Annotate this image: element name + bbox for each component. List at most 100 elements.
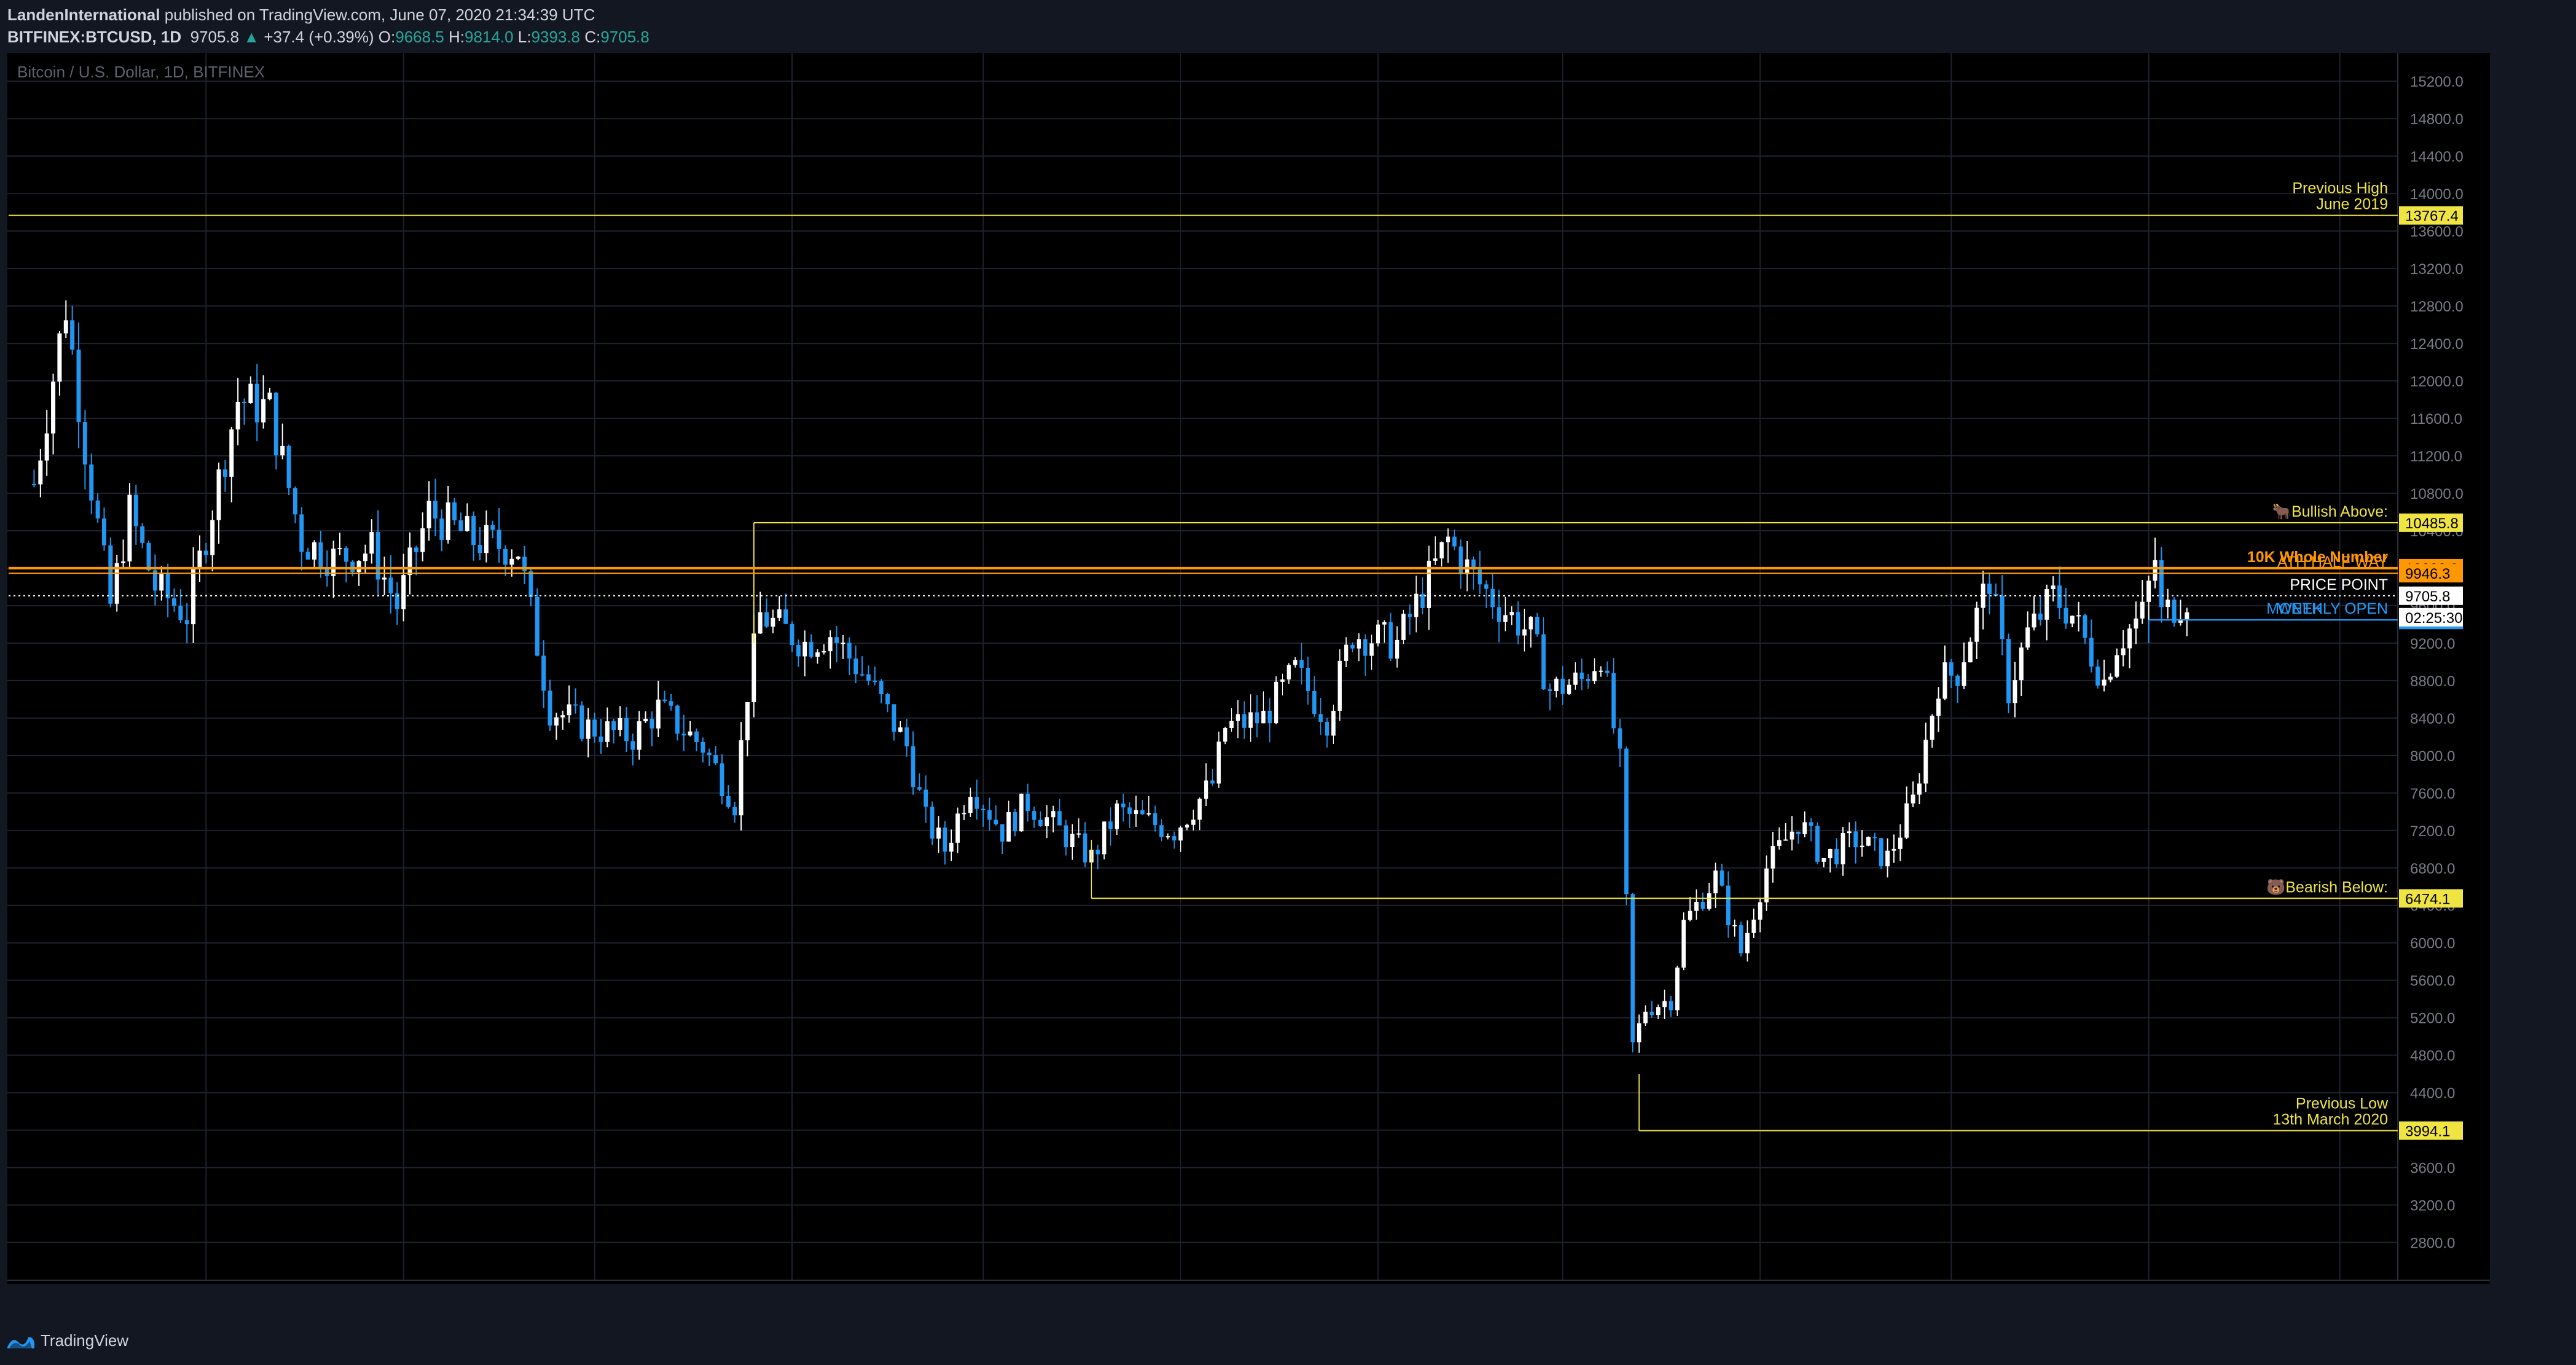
candle [803, 630, 807, 677]
candle [1465, 541, 1470, 592]
candle [2012, 662, 2017, 718]
candle [1197, 797, 1202, 831]
candle-body [1611, 673, 1616, 729]
published-text: published on TradingView.com, June 07, 2… [164, 6, 595, 24]
candle-body [1344, 644, 1349, 661]
candle-body [471, 516, 476, 546]
symbol-label[interactable]: BITFINEX:BTCUSD, 1D [7, 28, 182, 46]
candle [822, 644, 827, 655]
candle [1649, 1001, 1654, 1018]
candle [1866, 836, 1871, 847]
candle-body [363, 553, 367, 561]
candle-body [854, 658, 858, 675]
candle-body [1987, 584, 1992, 595]
candle [2159, 547, 2164, 623]
candle [1719, 864, 1724, 887]
candle-body [707, 753, 712, 756]
price-tick-label: 14400.0 [2410, 149, 2464, 165]
candle-body [426, 501, 431, 529]
candle [140, 523, 145, 549]
tradingview-brand[interactable]: TradingView [6, 1328, 128, 1353]
candle-body [1248, 712, 1253, 728]
candle-body [1802, 822, 1807, 834]
candle-body [1095, 850, 1100, 855]
price-tick-label: 4800.0 [2410, 1048, 2455, 1065]
candle-body [2140, 601, 2145, 619]
candle-body [1350, 644, 1355, 649]
candle [2089, 619, 2094, 673]
candle-body [1414, 593, 1419, 617]
level-label: Previous Low [2296, 1095, 2389, 1112]
candle-body [1853, 831, 1858, 848]
candle [573, 688, 578, 714]
candle-body [1528, 617, 1533, 630]
candle [1344, 637, 1349, 667]
level-label: Previous High [2292, 180, 2388, 197]
candle [484, 510, 489, 563]
candle-body [1261, 710, 1266, 724]
candle-body [1038, 819, 1043, 826]
candlestick-chart[interactable]: 15200.0 14800.0 14400.0 14000.0 13600.0 13200… [7, 53, 2490, 1284]
level-label: 🐂Bullish Above: [2272, 503, 2388, 520]
candle [261, 375, 266, 429]
candle [382, 557, 387, 596]
candle-body [841, 643, 846, 644]
candle-body [1337, 660, 1342, 711]
candle-body [1656, 1007, 1661, 1015]
candle-body [764, 612, 769, 627]
candle-body [2172, 600, 2177, 623]
candle-body [401, 575, 406, 609]
candle [1350, 642, 1355, 652]
candle [503, 545, 508, 576]
candle-body [2121, 648, 2126, 655]
candle [1000, 824, 1005, 855]
candle [95, 493, 100, 523]
candle [1586, 673, 1591, 689]
candle-body [152, 570, 157, 591]
candle-body [1395, 639, 1400, 659]
candle-body [1726, 885, 1731, 926]
candle-body [1223, 728, 1228, 742]
candle [2044, 584, 2049, 641]
author-name[interactable]: LandenInternational [7, 6, 160, 24]
candle-body [860, 674, 865, 676]
candle-body [828, 637, 833, 652]
chart-pane[interactable]: 15200.0 14800.0 14400.0 14000.0 13600.0 13200… [7, 53, 2490, 1284]
candle-body [892, 704, 897, 732]
candle [401, 553, 406, 622]
candle-body [1445, 536, 1450, 542]
candle-body [1490, 589, 1495, 608]
candle-body [624, 718, 629, 741]
candle-body [191, 568, 196, 625]
candle [1777, 827, 1781, 850]
candle-body [1134, 810, 1139, 814]
candle [1356, 633, 1361, 662]
candle [611, 718, 616, 744]
candle-body [2025, 627, 2030, 648]
candle [1439, 541, 1444, 567]
candle [1668, 995, 1673, 1017]
candle-body [439, 518, 444, 540]
price-tick-label: 9200.0 [2410, 636, 2455, 652]
candle-body [1496, 607, 1501, 622]
candle [1687, 897, 1692, 921]
candle [834, 625, 839, 663]
candle-body [1687, 910, 1692, 920]
candle-body [1503, 615, 1508, 622]
level-price-tag-text: 10485.8 [2405, 515, 2459, 532]
candle-body [1547, 689, 1552, 691]
candle [694, 728, 699, 751]
candle-body [1197, 799, 1202, 820]
candle-body [1274, 681, 1279, 724]
candle-body [1624, 748, 1629, 894]
candle [522, 546, 527, 584]
price-tick-label: 8400.0 [2410, 711, 2455, 727]
candle [305, 547, 310, 560]
candle-body [745, 702, 750, 741]
candle-body [356, 561, 361, 573]
candle [89, 453, 94, 515]
open-value: 9668.5 [395, 28, 444, 46]
candle-body [1057, 811, 1062, 826]
candle [2019, 642, 2024, 697]
